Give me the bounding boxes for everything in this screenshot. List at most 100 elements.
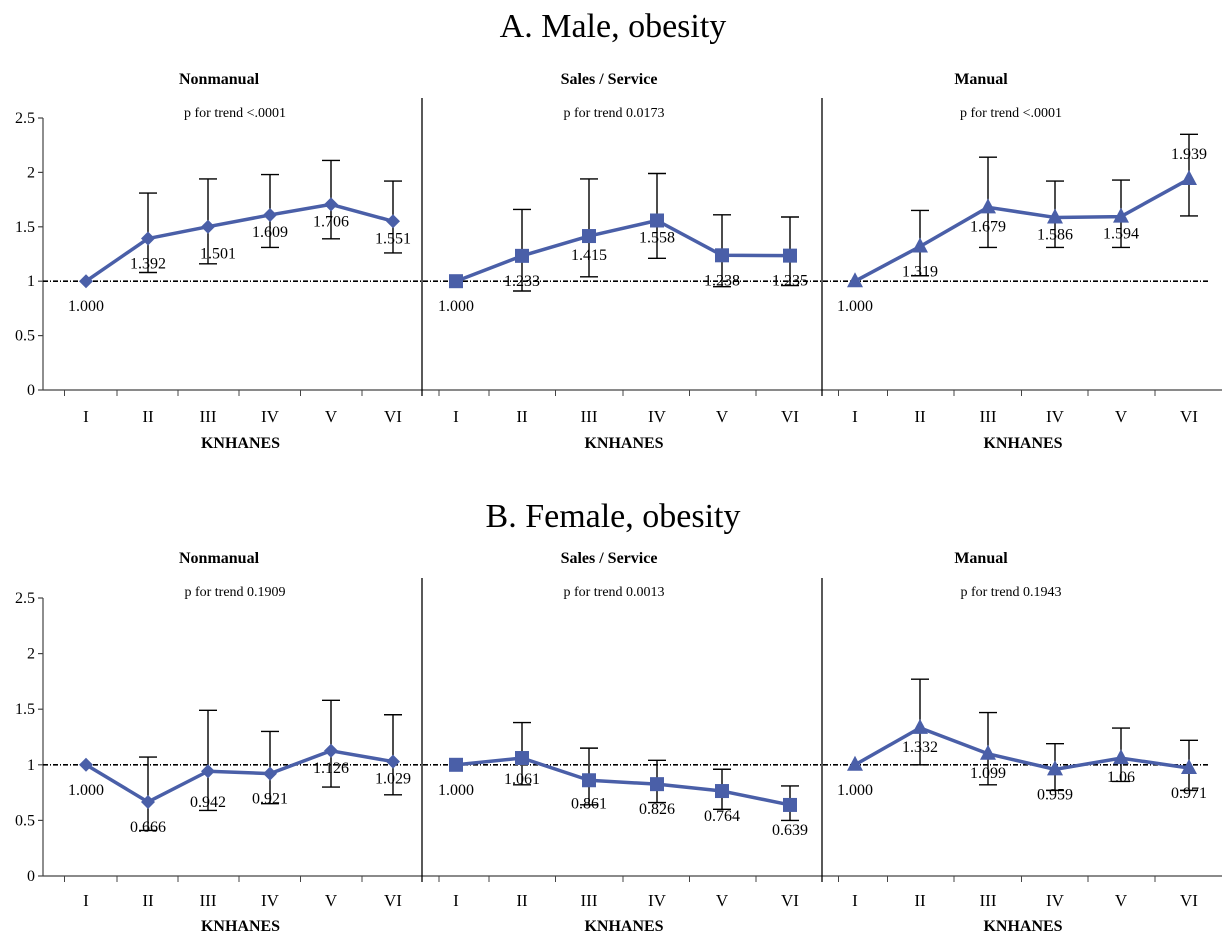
x-tick-label: IV [648,407,667,426]
data-label: 0.666 [130,819,166,836]
x-tick-label: II [914,407,926,426]
chart-title: A. Male, obesity [500,8,727,45]
data-label: 0.826 [639,801,675,818]
data-point [912,718,928,734]
data-label: 1.233 [504,273,540,290]
data-label: 1.000 [837,298,873,315]
data-point [386,214,400,229]
series-line [85,749,394,804]
x-tick-label: I [852,891,858,910]
panel-subtitle: Sales / Service [561,71,658,88]
data-label: 0.861 [571,795,607,812]
x-tick-label: II [516,891,528,910]
data-label: 1.06 [1107,769,1135,786]
data-point [582,773,596,788]
data-point [386,754,400,769]
data-point [650,777,664,792]
data-point [324,743,338,758]
y-tick-label: 2 [27,164,35,181]
x-tick-label: III [200,407,217,426]
x-axis-label: KNHANES [201,435,280,452]
x-tick-label: VI [384,407,402,426]
x-tick-label: III [581,407,598,426]
y-tick-label: 2 [27,646,35,663]
x-tick-label: I [83,407,89,426]
panel-subtitle: Nonmanual [179,550,260,567]
data-label: 1.706 [313,213,349,230]
x-tick-label: V [1115,891,1128,910]
data-point [783,797,797,812]
data-point [324,197,338,212]
x-tick-label: V [325,891,338,910]
data-point [449,274,463,289]
y-tick-label: 0.5 [15,812,35,829]
data-point [1113,207,1129,223]
data-label: 1.609 [252,224,288,241]
panel-subtitle: Nonmanual [179,71,260,88]
data-point [141,231,155,246]
data-label: 1.594 [1103,226,1139,243]
series-line [854,177,1190,283]
data-point [263,766,277,781]
data-point [1113,749,1129,765]
x-axis-label: KNHANES [584,918,663,935]
x-tick-label: IV [261,407,280,426]
x-tick-label: VI [384,891,402,910]
y-tick-label: 0.5 [15,328,35,345]
data-point [1047,760,1063,776]
data-label: 1.000 [68,782,104,799]
y-tick-label: 0 [27,868,35,885]
p-trend-text: p for trend <.0001 [184,106,286,121]
data-label: 1.126 [313,760,349,777]
series-line [85,202,394,283]
data-label: 1.319 [902,263,938,280]
data-label: 0.639 [772,822,808,839]
y-tick-label: 1 [27,273,35,290]
data-label: 1.000 [68,298,104,315]
x-tick-label: II [516,407,528,426]
data-label: 1.501 [200,246,236,263]
x-tick-label: VI [1180,891,1198,910]
x-axis-label: KNHANES [983,918,1062,935]
p-trend-text: p for trend 0.1943 [960,585,1061,600]
data-point [715,248,729,263]
x-tick-label: III [980,891,997,910]
x-axis-label: KNHANES [983,435,1062,452]
data-point [650,213,664,228]
x-tick-label: VI [781,407,799,426]
x-tick-label: IV [1046,891,1065,910]
data-point [515,751,529,766]
data-label: 1.332 [902,739,938,756]
data-point [141,794,155,809]
data-label: 1.679 [970,218,1006,235]
x-tick-label: II [142,407,154,426]
x-axis-label: KNHANES [584,435,663,452]
panel-subtitle: Sales / Service [561,550,658,567]
data-point [715,784,729,799]
data-label: 1.029 [375,771,411,788]
data-point [1181,170,1197,186]
data-point [783,248,797,263]
data-label: 1.235 [772,273,808,290]
panel-subtitle: Manual [954,550,1008,567]
x-tick-label: IV [648,891,667,910]
x-tick-label: VI [781,891,799,910]
data-label: 1.238 [704,272,740,289]
p-trend-text: p for trend 0.0173 [563,106,664,121]
data-label: 1.000 [438,298,474,315]
x-tick-label: III [980,407,997,426]
x-tick-label: II [914,891,926,910]
x-tick-label: VI [1180,407,1198,426]
chart-title: B. Female, obesity [486,498,741,535]
data-point [847,272,863,288]
y-tick-label: 0 [27,382,35,399]
data-label: 0.971 [1171,785,1207,802]
data-label: 1.939 [1171,146,1207,163]
chart-male: A. Male, obesity 0 0.5 1 1.5 2 2.5 Nonmanual p f… [15,8,1222,452]
